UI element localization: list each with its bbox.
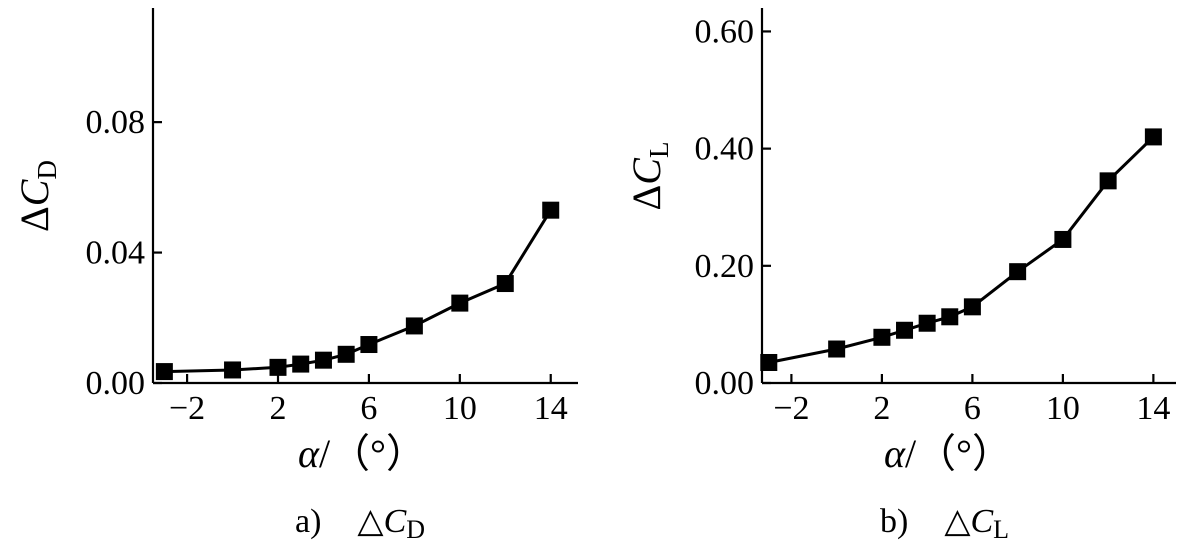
- data-point: [760, 353, 778, 371]
- data-point: [337, 345, 355, 363]
- x-tick-label: −2: [169, 390, 205, 427]
- data-point: [405, 317, 423, 335]
- data-point: [224, 361, 242, 379]
- data-point: [1054, 230, 1072, 248]
- x-tick-label: 14: [1136, 390, 1170, 427]
- x-tick-label: 6: [964, 390, 981, 427]
- x-tick-label: 10: [443, 390, 477, 427]
- x-tick-label: 10: [1046, 390, 1080, 427]
- data-point: [963, 298, 981, 316]
- data-point: [269, 358, 287, 376]
- data-point: [542, 201, 560, 219]
- data-point: [828, 340, 846, 358]
- series-line: [768, 135, 1155, 364]
- data-point: [918, 314, 936, 332]
- y-tick-label: 0.08: [86, 104, 146, 141]
- y-axis-title: ΔCL: [624, 142, 674, 211]
- y-tick-label: 0.00: [86, 365, 146, 402]
- chart-b: 0.00 0.20 0.40 0.60 −2 2 6 10 14 ΔCL α/（°） b) △CL: [624, 8, 1176, 544]
- y-tick-label: 0.40: [695, 131, 755, 168]
- x-tick-label: 2: [270, 390, 287, 427]
- chart-caption: a) △CD: [295, 503, 425, 544]
- data-point: [292, 355, 310, 373]
- data-point: [896, 321, 914, 339]
- data-point: [1099, 172, 1117, 190]
- x-tick-label: −2: [773, 390, 809, 427]
- data-point: [1009, 263, 1027, 281]
- y-tick-label: 0.20: [695, 248, 755, 285]
- chart-caption: b) △CL: [880, 503, 1009, 544]
- x-tick-label: 2: [873, 390, 890, 427]
- data-point: [941, 308, 959, 326]
- series-line: [164, 209, 552, 374]
- y-tick-label: 0.60: [695, 13, 755, 50]
- data-point: [496, 275, 514, 293]
- x-axis-title: α/（°）: [298, 431, 426, 476]
- data-point: [1144, 128, 1162, 146]
- x-tick-label: 14: [534, 390, 568, 427]
- x-tick-label: 6: [360, 390, 377, 427]
- data-point: [360, 336, 378, 354]
- y-tick-label: 0.04: [86, 235, 146, 272]
- y-axis-title: ΔCD: [12, 160, 62, 232]
- chart-a: 0.00 0.04 0.08 −2 2 6 10 14 ΔCD α/（°） a) △CD: [12, 8, 578, 544]
- y-tick-label: 0.00: [695, 365, 755, 402]
- data-point: [451, 294, 469, 312]
- data-point: [873, 328, 891, 346]
- data-point: [155, 363, 173, 381]
- x-axis-title: α/（°）: [884, 431, 1012, 476]
- data-point: [314, 351, 332, 369]
